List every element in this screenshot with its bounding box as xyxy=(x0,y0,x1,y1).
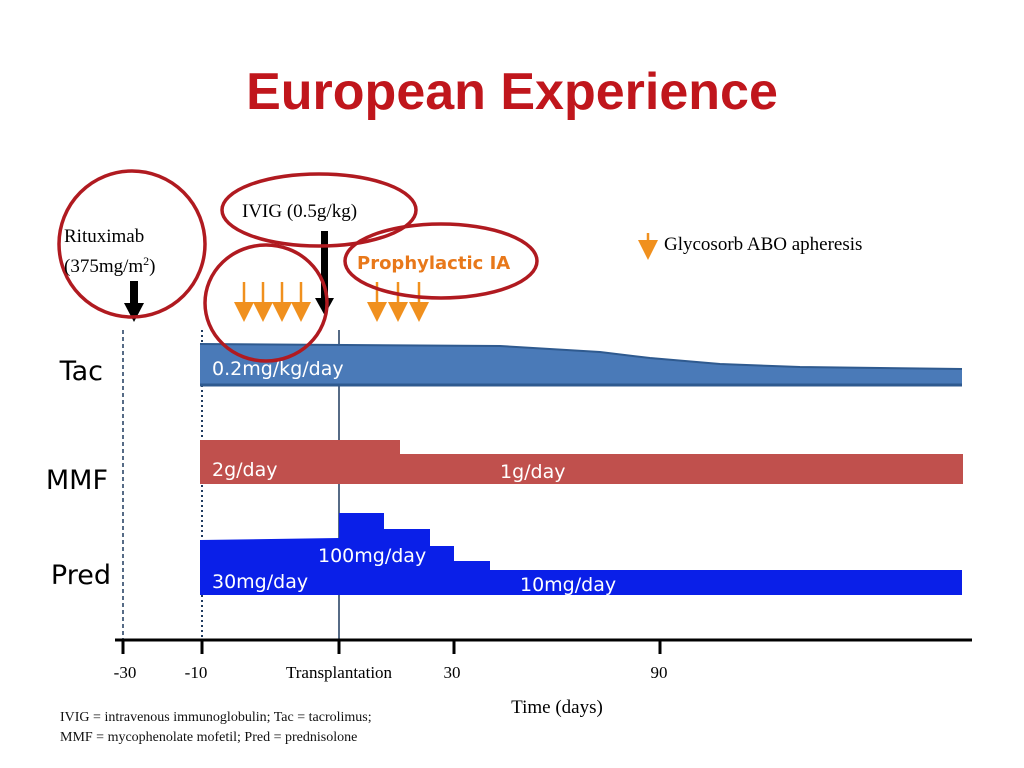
row-label-mmf: MMF xyxy=(46,465,108,496)
ivig-arrow xyxy=(315,231,334,315)
pred-dose-label-peak: 100mg/day xyxy=(318,545,426,567)
footnote-line-2: MMF = mycophenolate mofetil; Pred = pred… xyxy=(60,730,358,745)
page-title: European Experience xyxy=(246,63,778,121)
footnote: IVIG = intravenous immunoglobulin; Tac =… xyxy=(60,708,480,748)
axis-label: Time (days) xyxy=(511,697,603,718)
pred-bar xyxy=(200,513,962,595)
rituximab-highlight-circle xyxy=(57,169,207,319)
apheresis-arrows-pre xyxy=(234,282,311,322)
tac-dose-label: 0.2mg/kg/day xyxy=(212,358,344,380)
row-label-pred: Pred xyxy=(51,560,111,591)
rituximab-arrow xyxy=(124,281,144,322)
prophylactic-highlight-circle xyxy=(343,222,539,300)
legend-apheresis-label: Glycosorb ABO apheresis xyxy=(664,234,862,255)
tick-label-minus10: -10 xyxy=(185,663,208,682)
mmf-dose-label-end: 1g/day xyxy=(500,461,566,483)
tac-bar xyxy=(200,344,962,385)
ivig-label: IVIG (0.5g/kg) xyxy=(242,201,357,222)
pred-dose-label-end: 10mg/day xyxy=(520,574,616,596)
mmf-bar xyxy=(200,440,963,484)
pred-dose-label-start: 30mg/day xyxy=(212,571,308,593)
tick-label-transplantation: Transplantation xyxy=(286,663,393,682)
ivig-highlight-circle xyxy=(220,172,418,248)
rituximab-label: Rituximab xyxy=(64,226,144,247)
prophylactic-ia-label: Prophylactic IA xyxy=(357,253,510,274)
row-label-tac: Tac xyxy=(59,356,103,387)
pre-apheresis-highlight-circle xyxy=(203,243,329,363)
tick-label-30: 30 xyxy=(444,663,461,682)
footnote-line-1: IVIG = intravenous immunoglobulin; Tac =… xyxy=(60,710,372,725)
tick-label-90: 90 xyxy=(651,663,668,682)
mmf-dose-label-start: 2g/day xyxy=(212,459,278,481)
rituximab-dose-label: (375mg/m2) xyxy=(64,254,156,277)
tick-label-minus30: -30 xyxy=(114,663,137,682)
